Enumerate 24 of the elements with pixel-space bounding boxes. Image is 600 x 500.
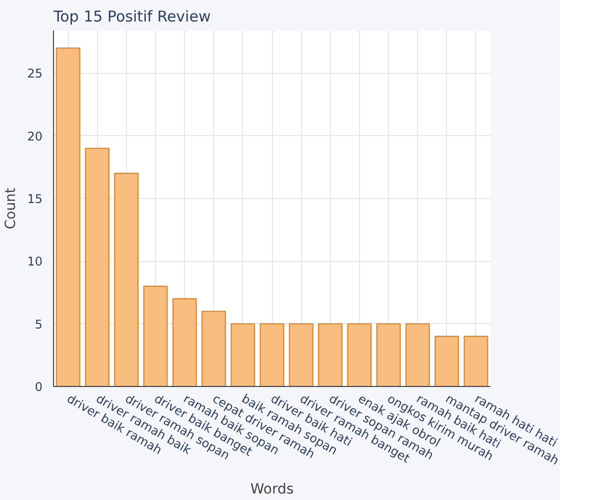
bar: [201, 310, 226, 386]
bar: [114, 172, 139, 386]
bar: [464, 336, 488, 386]
bar: [143, 286, 168, 386]
y-tick-label: 5: [34, 317, 43, 332]
x-axis-title: Words: [250, 482, 294, 498]
y-tick-label: 20: [27, 129, 43, 144]
bar: [376, 323, 401, 386]
y-tick-label: 15: [27, 192, 43, 206]
chart-title: Top 15 Positif Review: [52, 8, 211, 26]
bar: [230, 323, 256, 386]
bar: [288, 323, 314, 386]
y-tick-label: 0: [34, 380, 43, 394]
bar: [405, 323, 430, 386]
y-tick-label: 10: [27, 254, 43, 269]
bar: [56, 47, 80, 386]
bar: [347, 323, 372, 386]
bar: [260, 323, 284, 386]
bar: [84, 148, 110, 386]
y-axis-title: Count: [3, 187, 20, 230]
bar: [172, 298, 197, 386]
y-tick-label: 25: [27, 66, 43, 81]
bar: [434, 336, 460, 386]
bar: [318, 323, 343, 386]
